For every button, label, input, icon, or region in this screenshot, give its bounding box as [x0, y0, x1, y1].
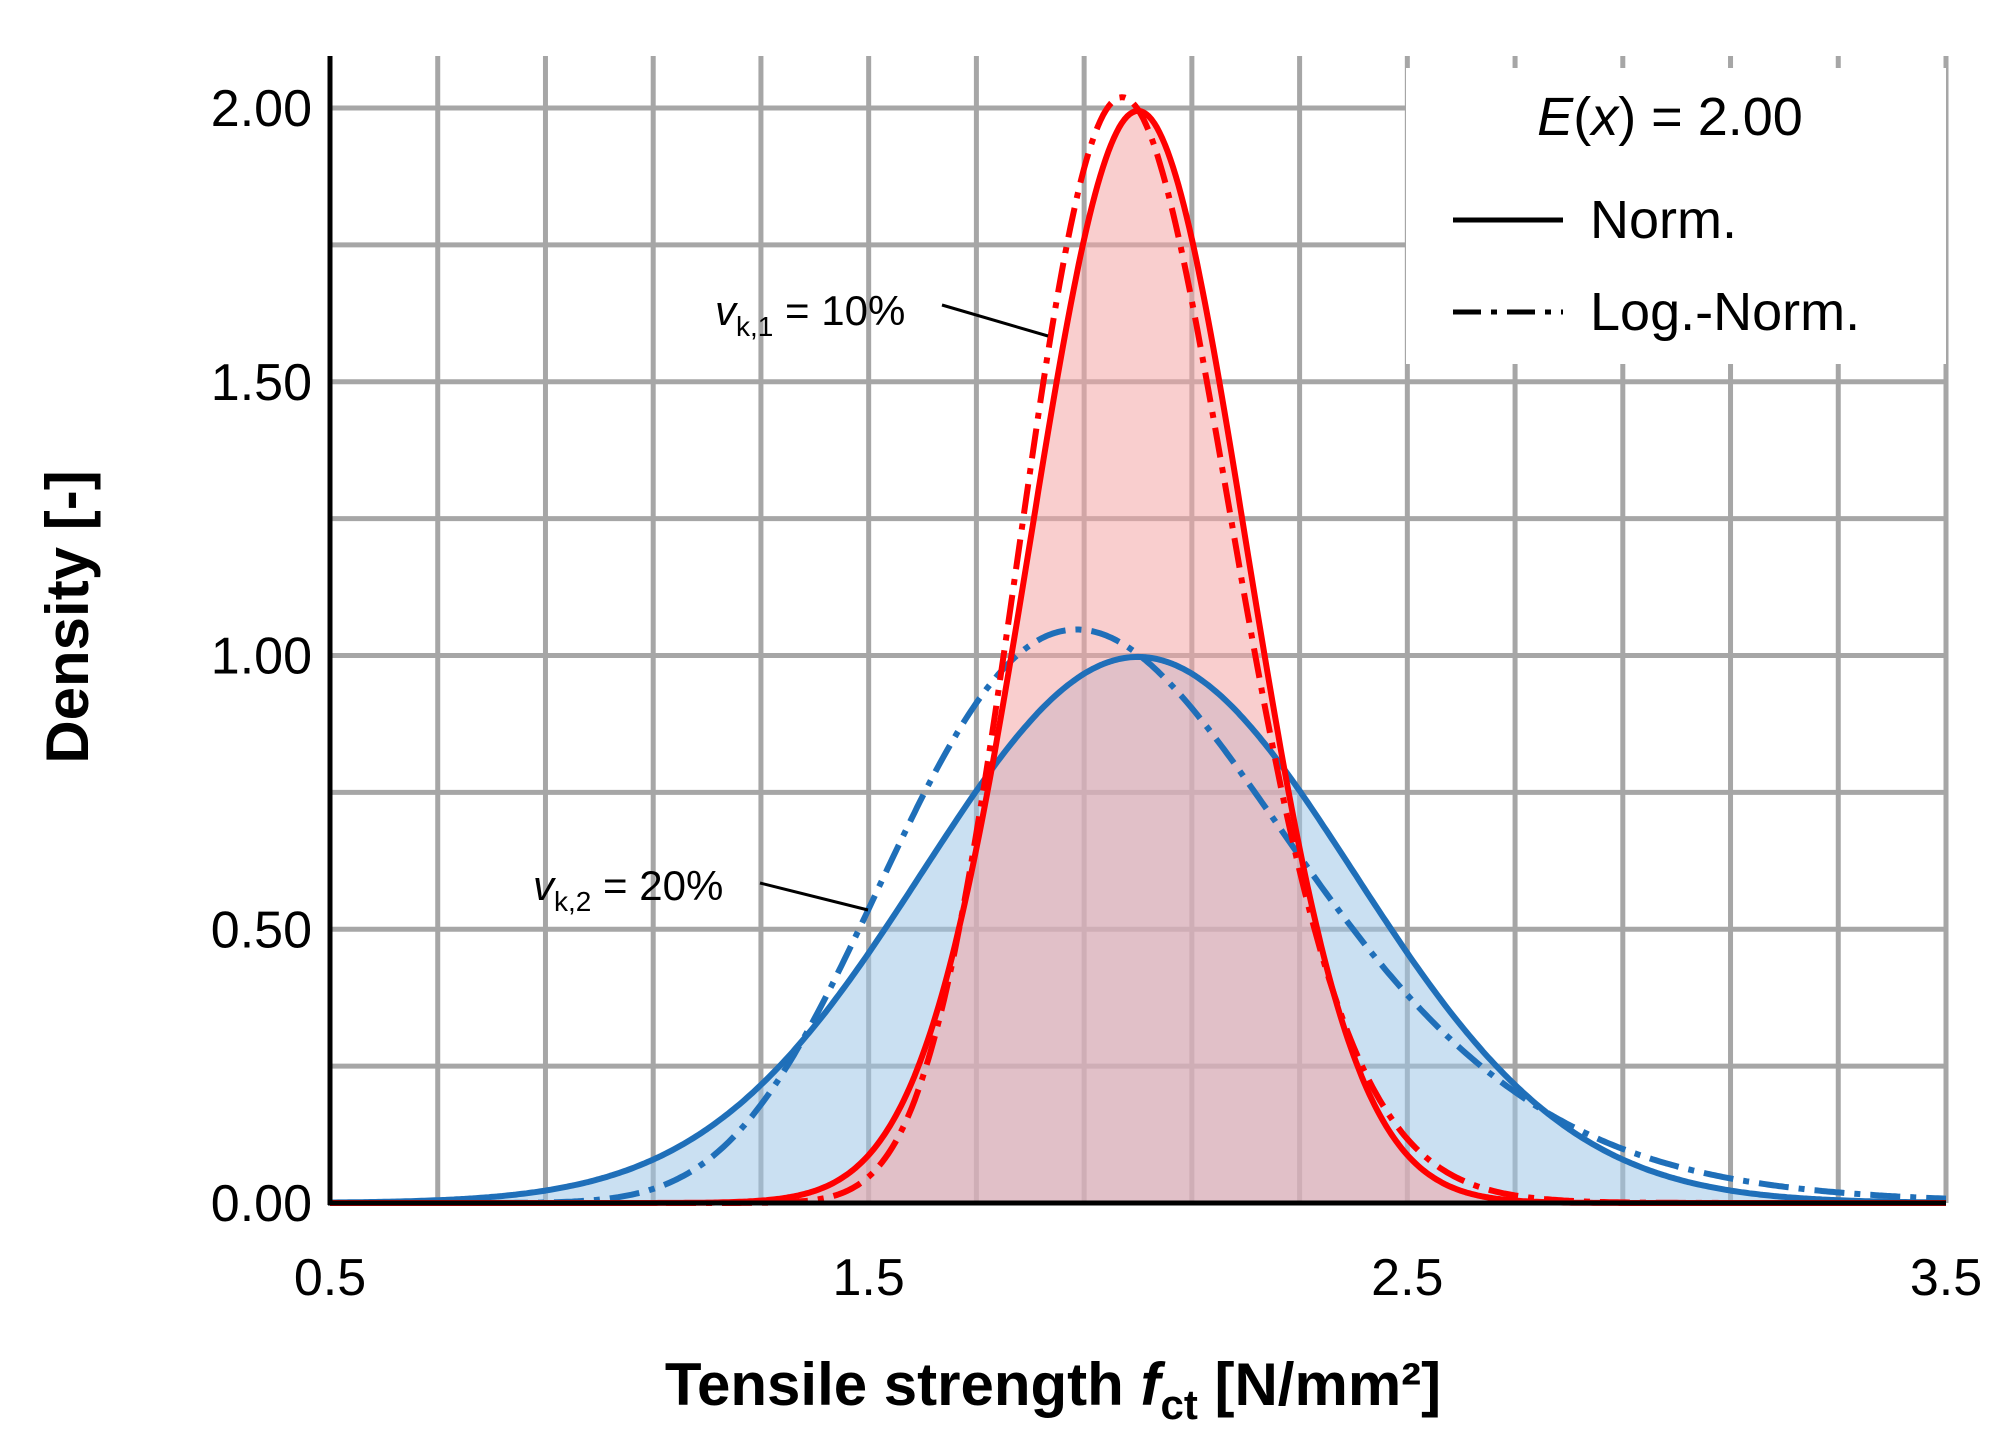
annotation-vk1: vk,1 = 10%	[715, 287, 1049, 342]
legend: E(x) = 2.00 Norm. Log.-Norm.	[1406, 68, 1946, 364]
axes	[327, 56, 1946, 1206]
y-axis-title: Density [-]	[34, 470, 101, 763]
series-line	[329, 653, 1947, 1206]
legend-header: E(x) = 2.00	[1537, 87, 1803, 147]
legend-label-lognormal: Log.-Norm.	[1590, 282, 1860, 342]
annotation-vk2: vk,2 = 20%	[533, 862, 869, 917]
x-tick-label: 2.5	[1371, 1249, 1443, 1307]
y-tick-label: 0.50	[211, 901, 312, 959]
x-tick-label: 0.5	[294, 1249, 366, 1307]
x-tick-label: 3.5	[1910, 1249, 1982, 1307]
legend-box	[1406, 68, 1946, 364]
annotation-vk2-pointer	[759, 881, 869, 912]
y-tick-label: 2.00	[211, 80, 312, 138]
annotation-vk1-label: vk,1 = 10%	[715, 287, 905, 342]
annotation-vk1-pointer	[941, 303, 1049, 338]
x-axis-title: Tensile strength fct [N/mm²]	[665, 1351, 1441, 1428]
x-axis-title-unit: [N/mm²]	[1198, 1351, 1441, 1418]
x-tick-label: 1.5	[833, 1249, 905, 1307]
x-axis-title-subscript: ct	[1160, 1381, 1197, 1428]
y-tick-label: 1.00	[211, 628, 312, 686]
tick-labels: 0.00 0.50 1.00 1.50 2.00 0.5 1.5 2.5 3.5	[211, 80, 1982, 1307]
y-tick-label: 0.00	[211, 1175, 312, 1233]
annotation-vk2-label: vk,2 = 20%	[533, 862, 723, 917]
x-axis-title-main: Tensile strength	[665, 1351, 1141, 1418]
series-line	[329, 626, 1947, 1206]
legend-label-normal: Norm.	[1590, 190, 1737, 250]
y-tick-label: 1.50	[211, 354, 312, 412]
